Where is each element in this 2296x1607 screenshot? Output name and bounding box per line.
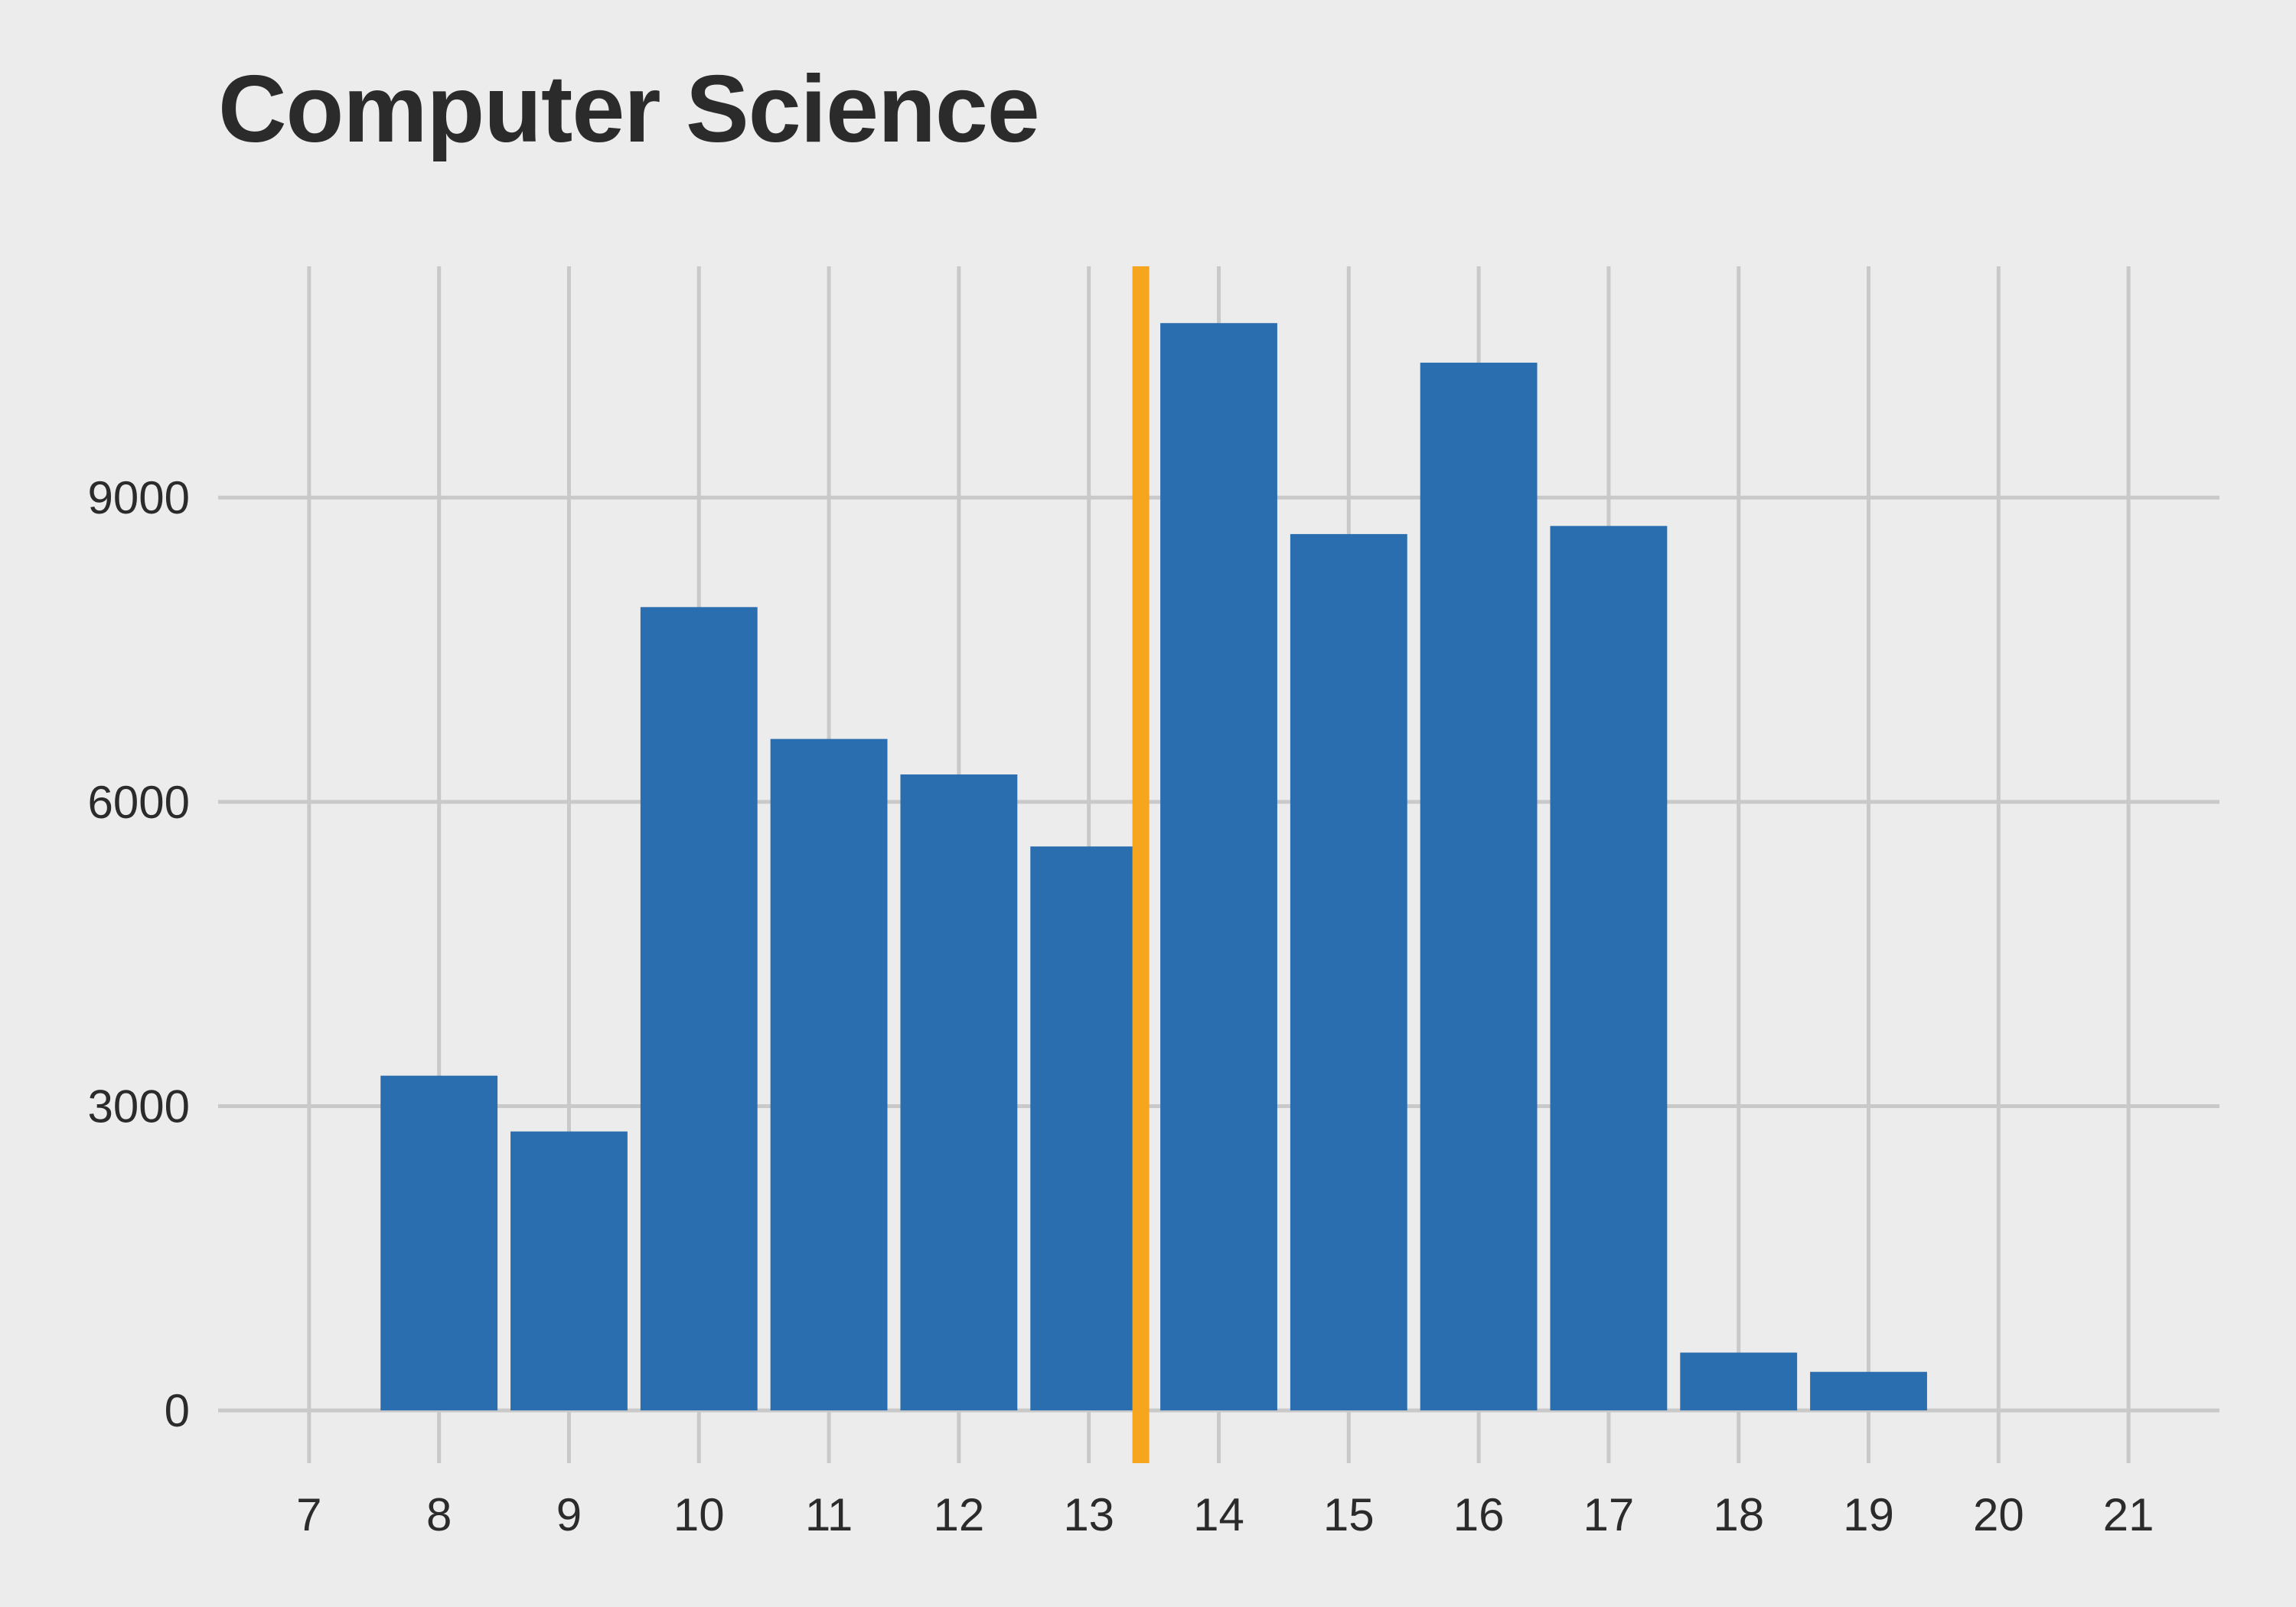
bar	[1550, 526, 1668, 1411]
y-tick-label: 3000	[88, 1081, 190, 1132]
x-tick-label: 7	[296, 1489, 321, 1540]
bar	[640, 607, 758, 1411]
x-tick-label: 16	[1453, 1489, 1505, 1540]
x-tick-label: 17	[1583, 1489, 1635, 1540]
chart-title: Computer Science	[218, 57, 1040, 162]
x-tick-label: 21	[2103, 1489, 2154, 1540]
bar	[1810, 1371, 1927, 1411]
x-tick-label: 13	[1063, 1489, 1114, 1540]
x-tick-label: 14	[1193, 1489, 1244, 1540]
y-tick-labels: 0 3000 6000 9000	[88, 472, 190, 1436]
x-tick-label: 19	[1843, 1489, 1894, 1540]
y-tick-label: 0	[165, 1385, 190, 1436]
x-tick-labels: 7 8 9 10 11 12 13 14 15 16 17 18 19 20 21	[296, 1489, 2154, 1540]
x-tick-label: 15	[1323, 1489, 1375, 1540]
bar	[510, 1131, 628, 1411]
y-tick-label: 6000	[88, 777, 190, 828]
reference-line-group	[1132, 266, 1150, 1463]
y-tick-label: 9000	[88, 472, 190, 523]
bar	[1160, 323, 1277, 1411]
bars	[380, 323, 1927, 1411]
x-tick-label: 20	[1973, 1489, 2024, 1540]
bar	[1680, 1352, 1798, 1411]
reference-line	[1132, 266, 1150, 1463]
x-tick-label: 8	[426, 1489, 452, 1540]
bar	[1030, 846, 1148, 1411]
x-tick-label: 10	[673, 1489, 725, 1540]
x-tick-label: 18	[1713, 1489, 1764, 1540]
x-tick-label: 9	[556, 1489, 582, 1540]
x-tick-label: 12	[934, 1489, 985, 1540]
bar	[1420, 362, 1538, 1411]
bar	[770, 738, 888, 1411]
bar	[1290, 533, 1407, 1411]
bar	[380, 1075, 498, 1411]
x-tick-label: 11	[805, 1489, 853, 1540]
bar	[900, 774, 1018, 1411]
